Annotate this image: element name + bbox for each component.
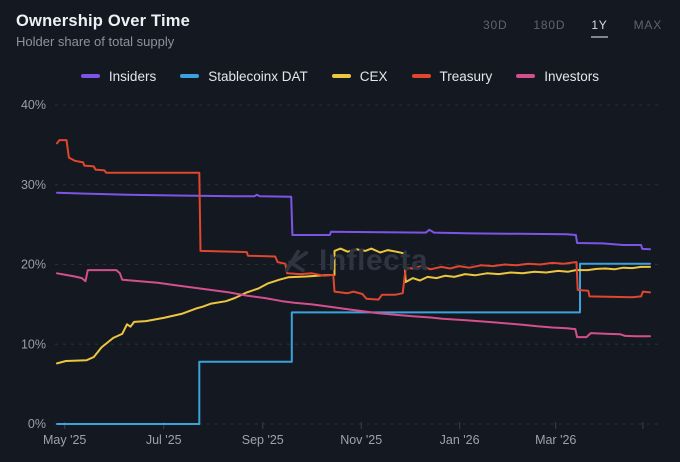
y-axis-label-10: 10% (21, 337, 46, 351)
legend-label-insiders: Insiders (108, 68, 157, 84)
range-button-30d[interactable]: 30D (483, 16, 507, 38)
legend-swatch-treasury (411, 74, 431, 78)
page-subtitle: Holder share of total supply (16, 34, 175, 49)
y-axis-label-40: 40% (21, 98, 46, 112)
x-axis-label: May '25 (43, 433, 86, 447)
chart-legend: Insiders Stablecoinx DAT CEX Treasury Invest… (0, 60, 680, 92)
range-button-1y[interactable]: 1Y (591, 16, 608, 38)
series-line-treasury (56, 139, 651, 301)
series-line-cex (56, 247, 651, 365)
legend-item-investors[interactable]: Investors (516, 69, 599, 84)
legend-label-stablecoinx-dat: Stablecoinx DAT (208, 68, 308, 84)
time-range-selector: 30D 180D 1Y MAX (483, 16, 662, 38)
legend-item-treasury[interactable]: Treasury (411, 68, 493, 84)
x-axis-label: Jan '26 (440, 433, 480, 447)
y-axis-label-0: 0% (28, 417, 46, 431)
chart-header: Ownership Over Time Holder share of tota… (0, 0, 680, 60)
legend-label-cex: CEX (359, 68, 388, 84)
x-axis-label: Jul '25 (146, 433, 182, 447)
legend-item-stablecoinx-dat[interactable]: Stablecoinx DAT (180, 69, 308, 84)
legend-swatch-cex (331, 74, 351, 78)
page-title: Ownership Over Time (16, 12, 191, 30)
range-button-max[interactable]: MAX (634, 16, 662, 38)
x-axis-label: Nov '25 (340, 433, 382, 447)
x-axis-label: Sep '25 (242, 433, 284, 447)
legend-swatch-stablecoinx-dat (180, 74, 200, 78)
chart-area: 0% 10% 20% 30% 40% May '25 Jul '25 Sep '25 Nov '… (0, 92, 680, 462)
ownership-time-series-chart[interactable]: 0% 10% 20% 30% 40% May '25 Jul '25 Sep '25 Nov '… (0, 92, 680, 462)
y-axis-label-20: 20% (21, 258, 46, 272)
legend-swatch-investors (516, 74, 536, 78)
y-axis-label-30: 30% (21, 178, 46, 192)
x-axis-label: Mar '26 (535, 433, 576, 447)
series-line-stablecoinx-dat (56, 262, 651, 425)
range-button-180d[interactable]: 180D (533, 16, 565, 38)
legend-label-investors: Investors (544, 68, 600, 84)
series-line-investors (56, 269, 651, 339)
legend-swatch-insiders (80, 74, 100, 78)
legend-label-treasury: Treasury (439, 68, 493, 84)
legend-item-insiders[interactable]: Insiders (80, 68, 157, 84)
legend-item-cex[interactable]: CEX (331, 68, 388, 84)
series-line-insiders (56, 191, 651, 251)
